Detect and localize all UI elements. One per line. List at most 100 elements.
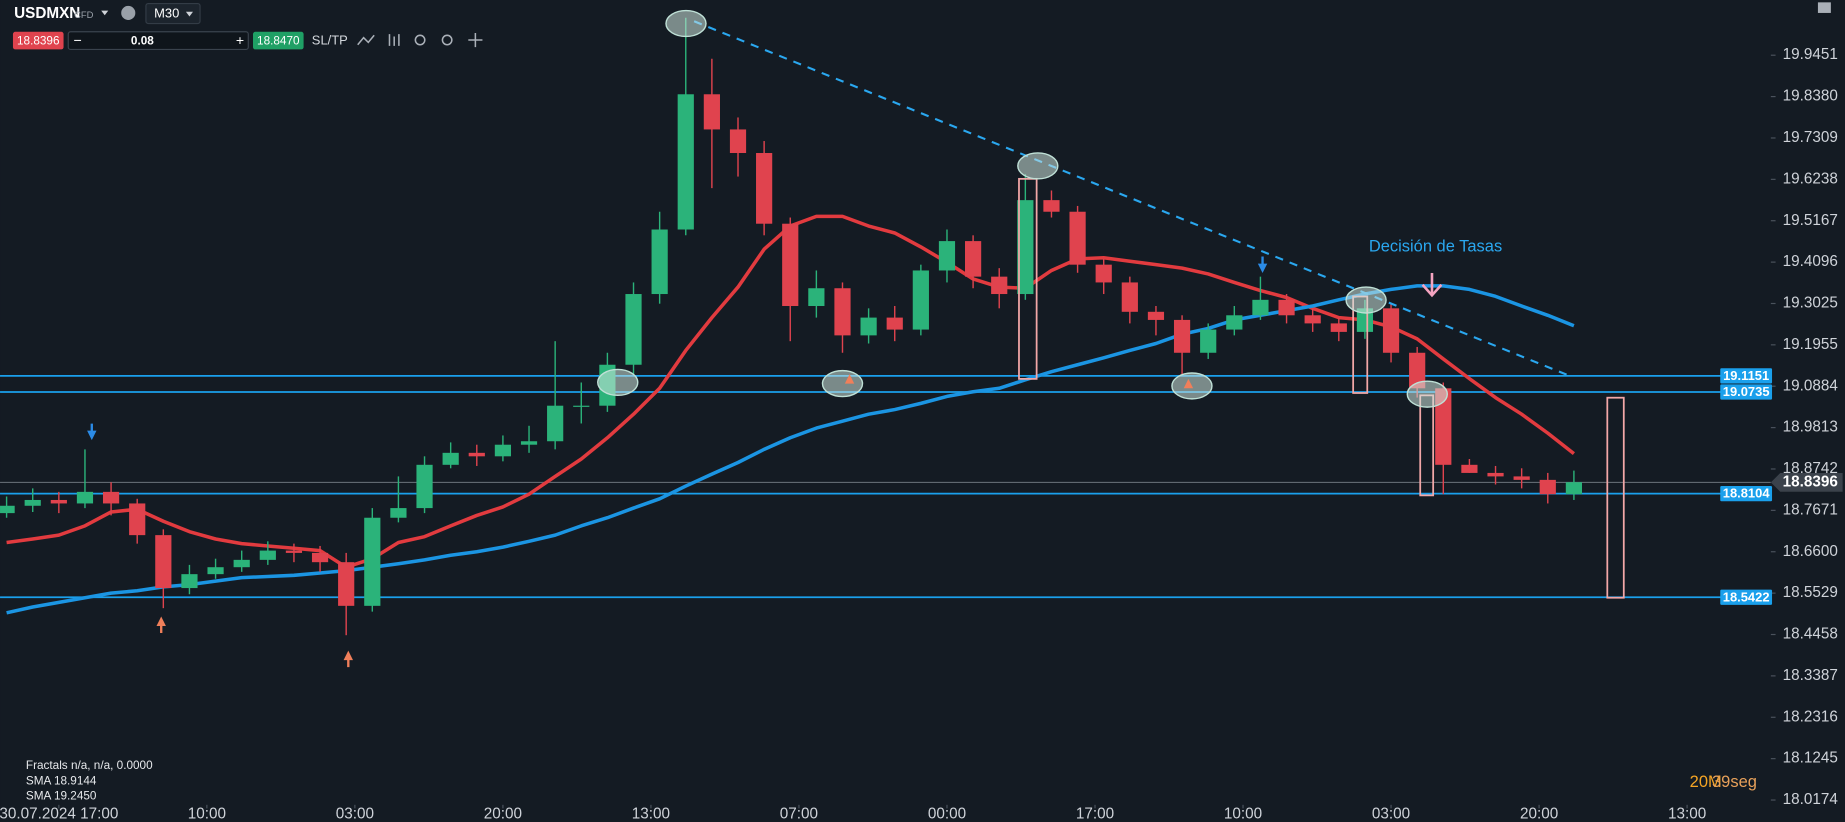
fractal-down bbox=[87, 423, 97, 441]
candle-body bbox=[1173, 319, 1191, 353]
level-tag bbox=[1720, 485, 1773, 502]
sltp[interactable]: SL/TP bbox=[312, 33, 348, 48]
x-tick-label: 03:00 bbox=[336, 805, 374, 822]
sell-price[interactable]: 18.8396 bbox=[17, 34, 60, 47]
fractal-up bbox=[343, 650, 354, 668]
candle-body bbox=[338, 562, 355, 606]
quantity-box[interactable] bbox=[67, 31, 249, 51]
x-tick-label: 10:00 bbox=[1224, 805, 1262, 822]
candle-body bbox=[155, 535, 172, 589]
y-tick-label: 19.9451 bbox=[1783, 46, 1838, 63]
trend-line bbox=[693, 20, 1572, 378]
candle-body bbox=[1017, 200, 1034, 295]
candle-body bbox=[1461, 464, 1478, 473]
y-tick-label: 18.2316 bbox=[1783, 708, 1838, 725]
y-tick-label: 18.0174 bbox=[1783, 791, 1839, 808]
timeframe[interactable]: M30 bbox=[154, 6, 179, 21]
x-tick-label: 17:00 bbox=[1076, 805, 1114, 822]
y-tick-label: 19.1955 bbox=[1783, 336, 1838, 353]
y-tick-label: 19.0884 bbox=[1783, 377, 1839, 394]
window-icon[interactable] bbox=[1817, 2, 1831, 13]
axes: 19.9451 19.8380 19.7309 19.6238 19.5167 19.40… bbox=[0, 46, 1843, 822]
y-tick-label: 18.9813 bbox=[1783, 419, 1838, 436]
event-arrow bbox=[1421, 272, 1443, 298]
info-icon[interactable] bbox=[121, 5, 136, 21]
candle-body bbox=[808, 288, 825, 307]
candle-body bbox=[364, 517, 381, 606]
y-tick-label: 18.3387 bbox=[1783, 667, 1838, 684]
y-tick-label: 18.5529 bbox=[1783, 584, 1838, 601]
candle-body bbox=[311, 552, 329, 563]
dropdown[interactable] bbox=[185, 11, 193, 17]
sma-line bbox=[6, 284, 1575, 615]
legend-entry[interactable]: SMA 19.2450 bbox=[26, 790, 97, 803]
y-tick-label: 18.4458 bbox=[1783, 626, 1838, 643]
y-tick-label: 19.5167 bbox=[1783, 212, 1838, 229]
candle-body bbox=[416, 464, 433, 509]
candle-body bbox=[1278, 299, 1295, 316]
crosshair[interactable] bbox=[468, 32, 483, 48]
candle-body bbox=[1330, 323, 1347, 332]
timeframe-box[interactable] bbox=[145, 2, 201, 25]
y-tick-label: 19.8380 bbox=[1783, 88, 1838, 105]
candle-body bbox=[1409, 352, 1426, 389]
candle-body bbox=[1513, 476, 1530, 480]
x-tick-label: 30.07.2024 17:00 bbox=[0, 805, 118, 822]
quantity[interactable]: 0.08 bbox=[131, 34, 154, 47]
candle-body bbox=[1121, 282, 1138, 312]
zoom-out[interactable] bbox=[414, 34, 426, 46]
candle-body bbox=[1200, 329, 1217, 353]
candle-body bbox=[129, 503, 146, 536]
dropdown[interactable] bbox=[101, 10, 109, 16]
candle-body bbox=[1565, 482, 1582, 495]
fractal-down bbox=[1257, 256, 1268, 273]
y-tick-label: 19.4096 bbox=[1783, 253, 1838, 270]
y-tick-label: 18.7671 bbox=[1783, 501, 1838, 518]
indicator[interactable]: Fractals n/a, n/a, 0.0000 bbox=[26, 759, 153, 772]
symbol-kind: CFD bbox=[74, 9, 94, 20]
minus[interactable]: − bbox=[74, 32, 82, 48]
highlight bbox=[597, 368, 639, 397]
buy-price[interactable]: 18.8470 bbox=[257, 34, 300, 47]
candle-body bbox=[0, 505, 15, 514]
candle-body bbox=[1487, 472, 1504, 477]
candle-body bbox=[1435, 388, 1452, 465]
plus[interactable]: + bbox=[236, 32, 244, 48]
candle-body bbox=[24, 499, 41, 506]
candle-body bbox=[703, 94, 720, 130]
candle-body bbox=[50, 499, 67, 504]
buy-button[interactable] bbox=[252, 31, 304, 50]
candle-body bbox=[1252, 299, 1269, 316]
level-label: 18.8104 bbox=[1723, 486, 1771, 501]
indicator-tool[interactable] bbox=[388, 34, 400, 46]
candle-body bbox=[1539, 479, 1556, 495]
highlight bbox=[821, 369, 864, 398]
timer-minutes: 20M bbox=[1690, 773, 1722, 791]
x-tick-label: 07:00 bbox=[780, 805, 818, 822]
draw-tool[interactable] bbox=[357, 34, 375, 46]
candle-body bbox=[729, 129, 747, 154]
candle-body bbox=[1069, 211, 1086, 265]
annotation: Decisión de Tasas bbox=[1369, 237, 1502, 255]
candle-body bbox=[834, 288, 851, 336]
candle-body bbox=[76, 491, 94, 504]
zoom-in[interactable] bbox=[441, 34, 453, 46]
candle-body bbox=[102, 491, 120, 504]
level-label: 19.0735 bbox=[1723, 384, 1770, 399]
plot-area bbox=[0, 17, 1771, 636]
legend-entry[interactable]: SMA 18.9144 bbox=[26, 774, 97, 787]
measure-box bbox=[1018, 177, 1038, 380]
sell-button[interactable] bbox=[12, 31, 64, 50]
candle-body bbox=[677, 94, 694, 230]
x-tick-label: 03:00 bbox=[1372, 805, 1410, 822]
symbol[interactable]: USDMXN bbox=[14, 5, 80, 22]
y-tick-label: 19.7309 bbox=[1783, 129, 1838, 146]
price-label: 18.8396 bbox=[1783, 473, 1838, 490]
x-tick-label: 20:00 bbox=[484, 805, 522, 822]
measure-box bbox=[1606, 396, 1625, 599]
candle-body bbox=[181, 574, 198, 589]
candle-body bbox=[1226, 315, 1243, 330]
candle-body bbox=[494, 444, 512, 457]
fractals bbox=[87, 256, 1268, 668]
